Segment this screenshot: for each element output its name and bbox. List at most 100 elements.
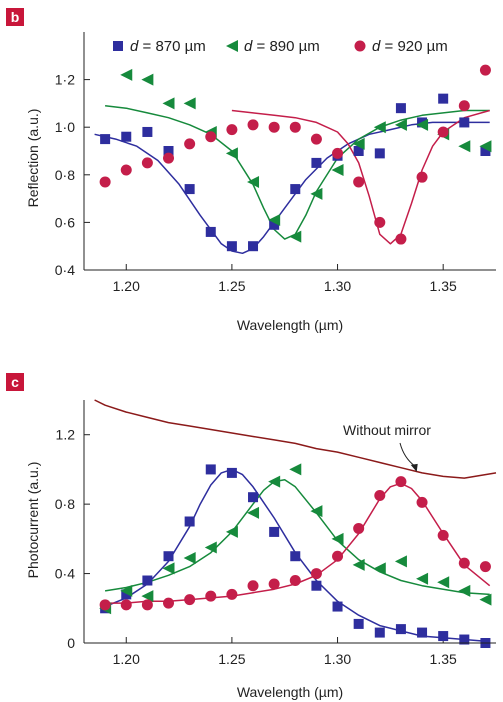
panel-c-data-point-d870 xyxy=(311,580,322,591)
panel-b-data-point-d870 xyxy=(269,219,280,230)
panel-b-data-point-d920 xyxy=(395,233,407,245)
panel-b-data-point-d870 xyxy=(226,241,237,252)
panel-b-data-point-d920 xyxy=(353,176,365,188)
panel-b-data-point-d870 xyxy=(353,146,364,156)
panel-b-data-point-d890 xyxy=(373,121,386,134)
panel-c-annotation-text: Without mirror xyxy=(343,422,431,438)
panel-c-data-point-d890 xyxy=(437,576,450,589)
panel-b-data-point-d920 xyxy=(289,121,301,133)
panel-b-data-point-d870 xyxy=(163,146,174,156)
panel-b-y-tick-label: 1·2 xyxy=(55,72,75,88)
panel-c-data-point-d920 xyxy=(374,489,386,501)
panel-c-x-tick-label: 1.20 xyxy=(113,651,140,667)
panel-c-data-point-d920 xyxy=(141,599,153,611)
panel-c-data-point-d890 xyxy=(394,555,407,568)
panel-c-data-point-d920 xyxy=(289,575,301,587)
panel-c-data-point-d890 xyxy=(310,505,323,518)
panel-b-data-point-d890 xyxy=(310,187,323,200)
panel-b-data-point-d920 xyxy=(374,216,386,228)
panel-b-data-point-d920 xyxy=(310,133,322,145)
panel-c-data-point-d920 xyxy=(99,599,111,611)
panel-c-data-point-d920 xyxy=(353,522,365,534)
panel-b-data-point-d890 xyxy=(394,118,407,131)
panel-c-data-point-d920 xyxy=(226,588,238,600)
panel-c-annotation-arrowhead xyxy=(410,463,418,472)
panel-c-x-tick-label: 1.30 xyxy=(324,651,351,667)
panel-b-data-point-d890 xyxy=(268,214,281,227)
panel-b-data-point-d890 xyxy=(162,97,175,110)
panel-b-data-point-d920 xyxy=(416,171,428,183)
panel-c-data-point-d870 xyxy=(417,627,428,638)
panel-b-legend-label-d890: d = 890 µm xyxy=(244,38,320,55)
panel-c-data-point-d870 xyxy=(290,551,301,562)
panel-c-data-point-d870 xyxy=(142,575,153,586)
panel-c-data-point-d920 xyxy=(332,550,344,562)
panel-c-data-point-d890 xyxy=(352,558,365,571)
panel-c-data-point-d920 xyxy=(479,561,491,573)
panel-b-data-point-d920 xyxy=(99,176,111,188)
panel-b-data-point-d920 xyxy=(268,121,280,133)
panel-b-data-point-d890 xyxy=(183,97,196,110)
panel-c-data-point-d890 xyxy=(204,541,217,554)
panel-b-x-tick-label: 1.35 xyxy=(430,278,457,294)
panel-b-legend-label-value: = 890 µm xyxy=(252,38,319,55)
panel-b-data-point-d920 xyxy=(332,147,344,159)
panel-b-data-point-d890 xyxy=(141,73,154,86)
panel-b-data-point-d870 xyxy=(121,131,132,142)
panel-c-data-point-d920 xyxy=(205,590,217,602)
panel-b-x-tick-label: 1.25 xyxy=(218,278,245,294)
panel-b-data-point-d870 xyxy=(248,241,259,252)
panel-c-data-point-d890 xyxy=(247,506,260,519)
panel-c-data-point-d870 xyxy=(332,601,343,612)
panel-b-legend-label-value: = 870 µm xyxy=(138,38,205,55)
panel-b-y-tick-label: 0·4 xyxy=(55,262,75,278)
panel-b-legend: d = 870 µm d = 890 µm d = 920 µm xyxy=(113,38,448,55)
panel-b-data-point-d920 xyxy=(247,119,259,131)
panel-b-badge xyxy=(6,8,24,26)
panel-b-data-point-d890 xyxy=(289,230,302,243)
panel-b-y-tick-label: 0·8 xyxy=(55,167,75,183)
panel-c-data-point-d890 xyxy=(268,475,281,488)
panel-b-letter: b xyxy=(11,9,20,25)
panel-c-badge xyxy=(6,373,24,391)
panel-c-data-point-d870 xyxy=(269,526,280,537)
panel-b-data-point-d890 xyxy=(247,175,260,188)
panel-c-data-point-d890 xyxy=(416,572,429,585)
panel-b-data-point-d870 xyxy=(205,226,216,237)
panel-c-y-tick-label: 0·8 xyxy=(55,496,75,512)
panel-c-data-point-d870 xyxy=(248,492,259,503)
panel-c-data-point-d870 xyxy=(353,618,364,629)
panel-c-fit-curve-d870 xyxy=(104,468,486,643)
panel-b-y-tick-label: 0·6 xyxy=(55,214,75,230)
panel-c-x-tick-label: 1.25 xyxy=(218,651,245,667)
panel-b-legend-marker-d870 xyxy=(113,41,123,51)
panel-b-data-point-d920 xyxy=(205,131,217,143)
panel-b-data-point-d870 xyxy=(100,134,111,145)
panel-c-data-point-d870 xyxy=(184,516,195,527)
panel-b-x-tick-label: 1.20 xyxy=(113,278,140,294)
panel-c-y-tick-label: 1.2 xyxy=(56,427,76,443)
panel-c-data-point-d890 xyxy=(141,590,154,603)
panel-b-data-point-d890 xyxy=(120,68,133,81)
panel-c-data-point-d870 xyxy=(374,627,385,638)
panel-c-data-point-d870 xyxy=(438,631,449,642)
panel-c-letter: c xyxy=(11,374,19,390)
panel-b-data-point-d890 xyxy=(479,140,492,153)
panel-c-annotation-arrow xyxy=(399,442,416,467)
panel-b-data-point-d890 xyxy=(352,137,365,150)
panel-b-chart: b 1.20 1.25 1.30 1.35 0·4 0·6 0·8 1·0 1·2 Wavele… xyxy=(6,8,496,333)
panel-b-legend-label-var: d xyxy=(244,38,253,55)
panel-b-data-point-d890 xyxy=(225,147,238,160)
panel-b-legend-marker-d890 xyxy=(226,40,238,52)
panel-c-data-point-d870 xyxy=(163,551,174,562)
panel-b-data-point-d870 xyxy=(290,184,301,195)
panel-c-data-point-d870 xyxy=(226,467,237,478)
panel-c-data-point-d920 xyxy=(395,476,407,488)
panel-c-data-point-d890 xyxy=(120,584,133,597)
panel-c-data-point-d920 xyxy=(163,597,175,609)
panel-c-data-point-d890 xyxy=(225,525,238,538)
panel-b-data-point-d870 xyxy=(311,157,322,168)
panel-c-y-axis-label: Photocurrent (a.u.) xyxy=(25,462,41,579)
panel-b-y-axis-label: Reflection (a.u.) xyxy=(25,109,41,208)
